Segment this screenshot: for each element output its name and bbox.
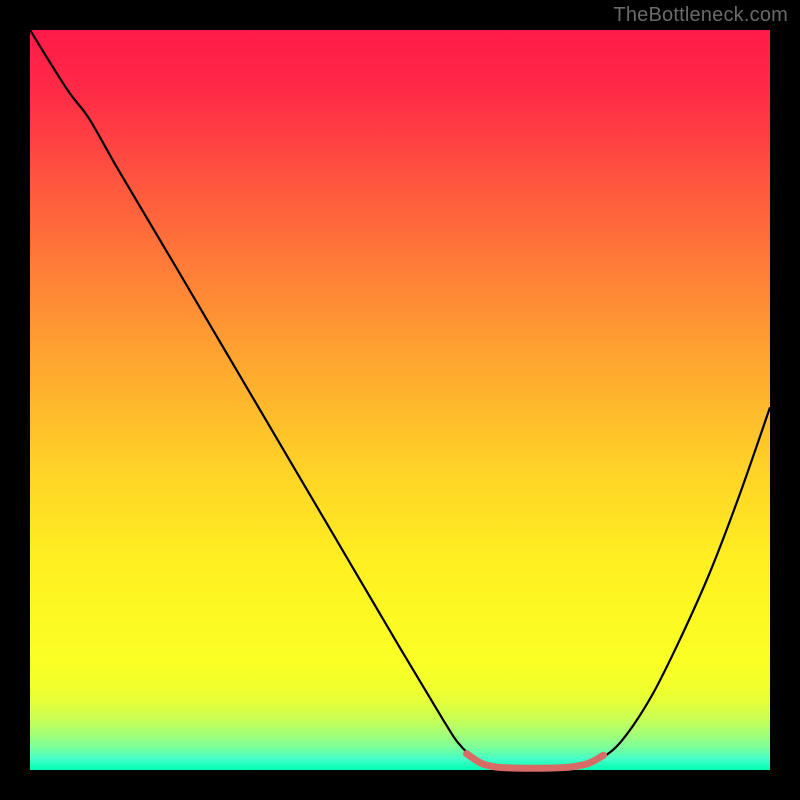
chart-svg-layer — [30, 30, 770, 770]
chart-outer-frame: TheBottleneck.com — [0, 0, 800, 800]
watermark-label: TheBottleneck.com — [613, 4, 788, 27]
chart-plot-area — [30, 30, 770, 770]
valley-highlight — [467, 754, 604, 769]
bottleneck-curve — [30, 30, 770, 769]
